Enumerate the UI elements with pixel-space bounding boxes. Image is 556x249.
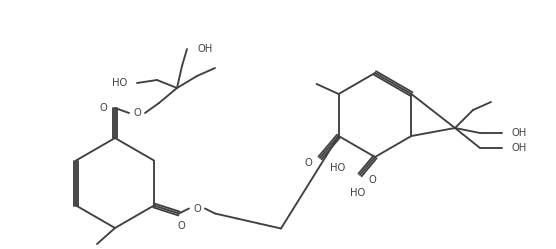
Text: HO: HO xyxy=(112,78,127,88)
Text: OH: OH xyxy=(512,143,527,153)
Text: O: O xyxy=(99,103,107,113)
Text: O: O xyxy=(177,221,185,231)
Text: HO: HO xyxy=(330,163,345,173)
Text: O: O xyxy=(368,175,376,185)
Text: O: O xyxy=(193,203,201,213)
Text: OH: OH xyxy=(197,44,212,54)
Text: OH: OH xyxy=(512,128,527,138)
Text: HO: HO xyxy=(350,188,366,198)
Text: O: O xyxy=(304,158,312,168)
Text: O: O xyxy=(133,108,141,118)
